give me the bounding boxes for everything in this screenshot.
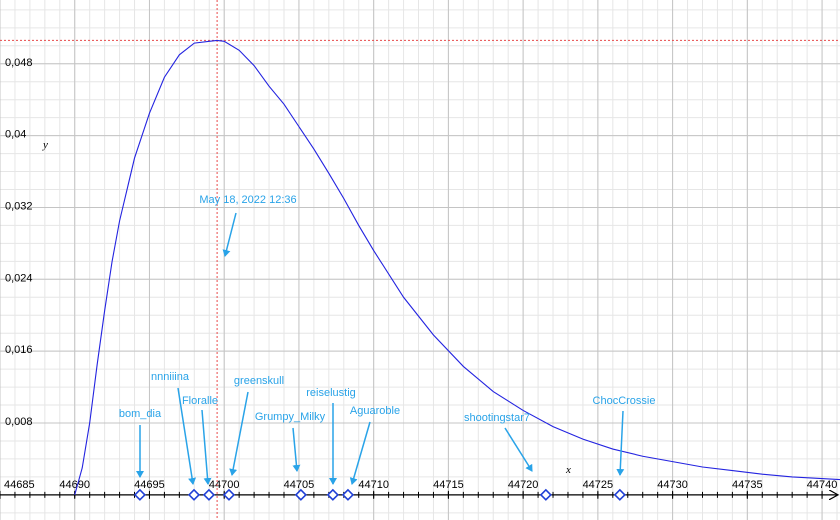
x-tick-label: 44735 [732, 479, 763, 491]
x-tick-label: 44715 [433, 479, 464, 491]
point [133, 488, 146, 501]
point-label: Grumpy_Milky [255, 411, 326, 423]
point [326, 488, 339, 501]
label-arrow [177, 387, 197, 485]
x-tick-label: 44705 [284, 479, 315, 491]
y-tick-label: 0,008 [5, 416, 33, 428]
point-label: bom_dia [119, 408, 162, 420]
point [294, 488, 307, 501]
y-axis-label: y [42, 139, 48, 151]
point [202, 488, 216, 501]
point-label: reiselustig [306, 387, 356, 399]
x-tick-label: 44720 [508, 479, 539, 491]
x-tick-label: 44685 [4, 479, 35, 491]
point-label: shootingstar7 [464, 412, 530, 424]
label-arrow [229, 391, 249, 476]
x-tick-label: 44690 [59, 479, 90, 491]
x-tick-label: 44730 [657, 479, 688, 491]
point [222, 488, 236, 501]
y-tick-label: 0,04 [5, 129, 26, 141]
point [613, 488, 626, 501]
point [187, 488, 201, 501]
label-arrow [616, 410, 625, 476]
x-tick-label: 44695 [134, 479, 165, 491]
point-label: Floralle [182, 395, 218, 407]
label-arrow [504, 427, 533, 472]
x-tick-label: 44700 [209, 479, 240, 491]
y-tick-label: 0,032 [5, 200, 33, 212]
label-arrow [292, 427, 301, 472]
curve [74, 39, 840, 495]
x-tick-label: 44725 [583, 479, 614, 491]
label-arrow [349, 421, 371, 485]
label-arrow [201, 409, 212, 485]
y-tick-label: 0,048 [5, 57, 33, 69]
point-label: greenskull [234, 375, 284, 387]
point [539, 488, 552, 501]
annotation-arrow [222, 212, 237, 257]
x-axis-label: x [565, 464, 571, 476]
point [341, 488, 355, 501]
point-label: Aguaroble [350, 405, 400, 417]
x-tick-label: 44710 [358, 479, 389, 491]
point-label: nnniiina [151, 371, 190, 383]
y-tick-label: 0,016 [5, 344, 33, 356]
x-tick-label: 44740 [807, 479, 838, 491]
y-tick-label: 0,024 [5, 272, 33, 284]
annotation: May 18, 2022 12:36 [199, 194, 296, 206]
point-label: ChocCrossie [593, 395, 656, 407]
